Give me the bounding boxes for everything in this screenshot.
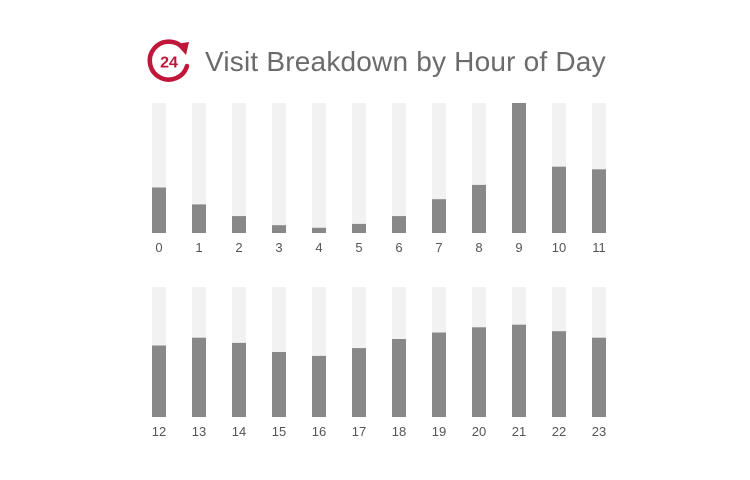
bar-hour-20 [472,327,486,417]
bar-track [192,103,206,233]
bar-hour-1 [192,204,206,233]
bar-hour-11 [592,169,606,233]
tick-label-18: 18 [392,424,406,439]
tick-label-20: 20 [472,424,486,439]
bar-hour-17 [352,348,366,417]
tick-label-9: 9 [515,240,522,255]
tick-label-10: 10 [552,240,566,255]
bar-hour-18 [392,339,406,417]
tick-label-13: 13 [192,424,206,439]
tick-label-3: 3 [275,240,282,255]
tick-label-15: 15 [272,424,286,439]
bar-hour-15 [272,352,286,417]
bar-hour-14 [232,342,246,417]
bar-hour-4 [312,227,326,233]
tick-label-14: 14 [232,424,246,439]
clock-24-label: 24 [160,55,178,72]
tick-label-6: 6 [395,240,402,255]
bar-hour-16 [312,355,326,417]
24-hour-clock-icon: 24 [147,39,190,82]
bar-hour-2 [232,216,246,233]
tick-label-22: 22 [552,424,566,439]
tick-label-12: 12 [152,424,166,439]
bar-hour-23 [592,337,606,417]
tick-label-16: 16 [312,424,326,439]
bar-track [312,103,326,233]
bar-hour-5 [352,223,366,233]
bar-hour-9 [512,103,526,233]
bar-track [352,103,366,233]
bar-hour-3 [272,225,286,233]
bar-hour-21 [512,324,526,417]
bar-track [272,103,286,233]
tick-label-1: 1 [195,240,202,255]
tick-label-23: 23 [592,424,606,439]
bar-hour-19 [432,332,446,417]
bar-hour-10 [552,166,566,233]
bar-hour-12 [152,345,166,417]
bar-hour-8 [472,184,486,233]
bar-track [392,103,406,233]
tick-label-5: 5 [355,240,362,255]
tick-label-2: 2 [235,240,242,255]
chart-title: Visit Breakdown by Hour of Day [205,46,606,77]
tick-label-7: 7 [435,240,442,255]
tick-label-11: 11 [592,240,606,255]
bar-hour-22 [552,331,566,417]
bar-track [232,103,246,233]
bar-hour-13 [192,337,206,417]
chart-header: 24 Visit Breakdown by Hour of Day [143,36,606,88]
bar-hour-7 [432,199,446,233]
tick-label-0: 0 [155,240,162,255]
tick-label-17: 17 [352,424,366,439]
tick-label-8: 8 [475,240,482,255]
tick-label-4: 4 [315,240,322,255]
bar-hour-6 [392,216,406,233]
tick-label-19: 19 [432,424,446,439]
bar-hour-0 [152,187,166,233]
tick-label-21: 21 [512,424,526,439]
